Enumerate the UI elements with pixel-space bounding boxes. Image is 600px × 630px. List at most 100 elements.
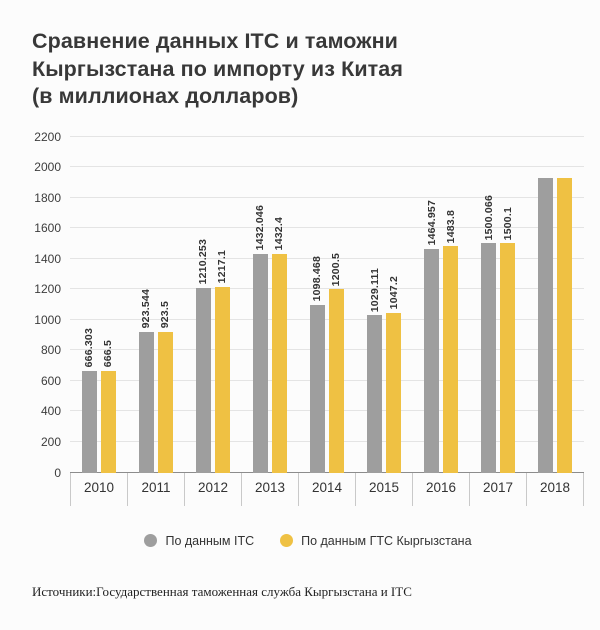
x-axis-label-2010: 2010	[71, 472, 128, 506]
bar-wrap: 1432.4	[271, 137, 287, 473]
y-axis-label: 1800	[34, 190, 61, 205]
gridline	[70, 349, 584, 351]
legend-label: По данным ITC	[165, 533, 255, 548]
bar-wrap: 1500.066	[481, 137, 497, 473]
legend-swatch-gts	[280, 534, 294, 548]
bar-itc-2012[interactable]	[195, 287, 211, 473]
bar-value-label: 1500.1	[501, 207, 514, 241]
x-axis-label-2017: 2017	[470, 472, 527, 506]
x-axis: 2010 2011 2012 2013 2014 2015 2016 2017 2018	[32, 472, 584, 506]
bar-itc-2015[interactable]	[367, 315, 383, 473]
x-axis-labels: 2010 2011 2012 2013 2014 2015 2016 2017 2018	[70, 472, 584, 506]
bar-itc-2016[interactable]	[424, 248, 440, 473]
bar-value-label: 1047.2	[387, 276, 400, 310]
bar-wrap: 1483.8	[443, 137, 459, 473]
chart-title-line-2: Кыргызстана по импорту из Китая	[32, 56, 403, 81]
y-axis-label: 400	[40, 404, 61, 419]
bar-gts-2016[interactable]	[443, 245, 459, 473]
bar-gts-2018[interactable]	[557, 177, 573, 473]
chart-title-line-3: (в миллионах долларов)	[32, 84, 299, 109]
bar-wrap: 923.5	[157, 137, 173, 473]
bar-itc-2014[interactable]	[309, 304, 325, 473]
bar-gts-2015[interactable]	[386, 312, 402, 473]
bar-wrap: 1464.957	[424, 137, 440, 473]
bar-itc-2013[interactable]	[252, 253, 268, 473]
bar-wrap: 1500.1	[500, 137, 516, 473]
gridlines	[70, 135, 584, 473]
chart-title: Сравнение данных ITC и таможни Кыргызста…	[32, 28, 584, 111]
y-axis-label: 200	[40, 435, 61, 450]
grouped-bar-chart: 0 200 400 600 800 1000 1200 1400 1600 1800 2000 220…	[32, 130, 584, 548]
bar-group-2014: 1098.468 1200.5	[298, 137, 355, 473]
bar-value-label: 1500.066	[482, 195, 495, 241]
gridline	[70, 196, 584, 198]
bar-value-label: 1432.4	[273, 217, 286, 251]
y-axis-label: 2200	[34, 129, 61, 144]
bar-gts-2014[interactable]	[328, 289, 344, 473]
y-axis-label: 2000	[34, 160, 61, 175]
gridline	[70, 410, 584, 412]
plot-area: 666.303 666.5 923.544 923.5 1210.253 1217.1 14…	[70, 135, 584, 473]
y-axis-label: 1000	[34, 312, 61, 327]
bar-wrap: 1200.5	[328, 137, 344, 473]
gridline	[70, 379, 584, 381]
bar-value-label: 1432.046	[254, 205, 267, 251]
bar-gts-2011[interactable]	[157, 331, 173, 473]
x-axis-label-2013: 2013	[242, 472, 299, 506]
bar-wrap: 1217.1	[214, 137, 230, 473]
bar-value-label: 1483.8	[444, 209, 457, 243]
bar-value-label: 1200.5	[330, 252, 343, 287]
bar-group-2015: 1029.111 1047.2	[356, 137, 413, 473]
bar-value-label: 1210.253	[197, 239, 210, 285]
bar-itc-2018[interactable]	[538, 177, 554, 473]
chart-title-line-1: Сравнение данных ITC и таможни	[32, 29, 398, 53]
bar-wrap: 1210.253	[195, 137, 211, 473]
bar-group-2010: 666.303 666.5	[70, 137, 127, 473]
bar-wrap: 1047.2	[386, 137, 402, 473]
bar-gts-2013[interactable]	[271, 253, 287, 473]
bar-value-label: 1029.111	[368, 268, 381, 313]
x-axis-label-2012: 2012	[185, 472, 242, 506]
legend: По данным ITC По данным ГТС Кыргызстана	[32, 534, 584, 548]
bar-group-2018	[527, 137, 584, 473]
bar-wrap: 666.303	[81, 137, 97, 473]
bar-wrap	[557, 137, 573, 473]
x-axis-label-2014: 2014	[299, 472, 356, 506]
bar-value-label: 1217.1	[216, 250, 229, 284]
bar-itc-2011[interactable]	[138, 331, 154, 473]
y-axis-label: 1600	[34, 221, 61, 236]
gridline	[70, 135, 584, 137]
x-axis-label-2011: 2011	[128, 472, 185, 506]
bar-value-label: 923.5	[159, 301, 172, 329]
bar-wrap: 666.5	[100, 137, 116, 473]
bar-value-label: 666.5	[102, 340, 115, 368]
y-axis-label: 1200	[34, 282, 61, 297]
bar-value-label: 1098.468	[311, 256, 324, 302]
bar-value-label: 923.544	[140, 289, 153, 329]
gridline	[70, 166, 584, 168]
legend-label: По данным ГТС Кыргызстана	[301, 533, 472, 548]
bar-wrap: 1029.111	[367, 137, 383, 473]
bar-itc-2017[interactable]	[481, 243, 497, 473]
bar-value-label: 1464.957	[425, 200, 438, 246]
bar-groups: 666.303 666.5 923.544 923.5 1210.253 1217.1 14…	[70, 137, 584, 473]
bar-wrap	[538, 137, 554, 473]
bar-gts-2012[interactable]	[214, 286, 230, 473]
bar-wrap: 1098.468	[309, 137, 325, 473]
bar-group-2017: 1500.066 1500.1	[470, 137, 527, 473]
x-axis-line	[70, 471, 584, 473]
gridline	[70, 318, 584, 320]
bar-value-label: 666.303	[83, 328, 96, 368]
bar-itc-2010[interactable]	[81, 370, 97, 473]
bar-gts-2010[interactable]	[100, 370, 116, 473]
legend-item-itc: По данным ITC	[144, 534, 254, 548]
y-axis: 0 200 400 600 800 1000 1200 1400 1600 1800 2000 220…	[32, 130, 70, 480]
x-axis-label-2018: 2018	[527, 472, 584, 506]
gridline	[70, 227, 584, 229]
bar-wrap: 923.544	[138, 137, 154, 473]
gridline	[70, 288, 584, 290]
bar-gts-2017[interactable]	[500, 243, 516, 473]
y-axis-label: 0	[54, 465, 61, 480]
bar-wrap: 1432.046	[252, 137, 268, 473]
